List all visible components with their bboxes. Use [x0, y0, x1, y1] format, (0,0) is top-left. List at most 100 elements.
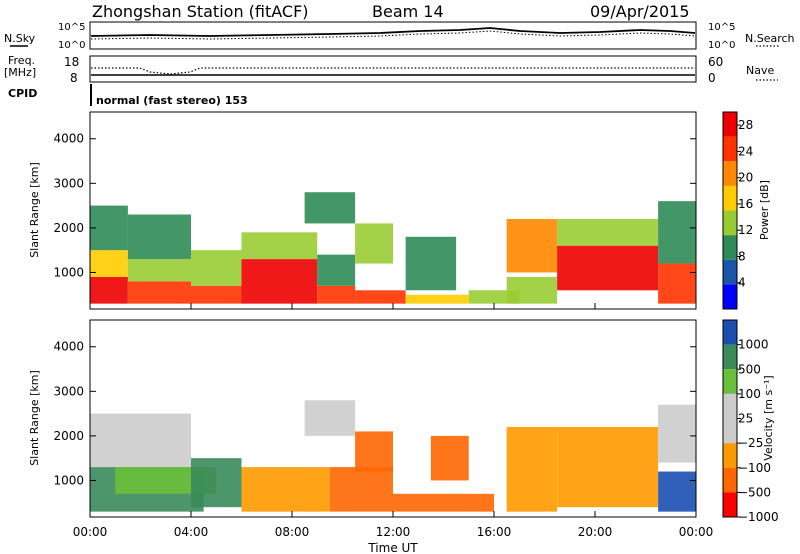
velocity-data-region-5 [329, 467, 393, 512]
power-data-region-21 [557, 218, 659, 246]
power-colorbar-frame [722, 111, 738, 310]
power-data-region-0 [90, 276, 128, 304]
velocity-colorbar-label: Velocity [m s⁻¹] [762, 375, 775, 460]
xtick-label-2: 08:00 [275, 525, 310, 539]
velocity-panel: 1000 2000 3000 4000 Slant Range [km] [28, 319, 697, 518]
freq-unit-label: [MHz] [4, 66, 36, 79]
power-ytick-label-0: 1000 [53, 265, 84, 279]
nsearch-trace [90, 30, 696, 40]
nave-trace [91, 67, 695, 75]
velocity-colorbar-segment-1 [723, 344, 737, 370]
x-axis-label: Time UT [367, 541, 418, 554]
power-colorbar-tick-label-0: 4 [738, 276, 746, 290]
velocity-data-region-13 [658, 404, 696, 463]
station-title: Zhongshan Station (fitACF) [92, 2, 309, 21]
power-data-region-11 [317, 254, 356, 286]
velocity-data-region-12 [658, 471, 696, 512]
velocity-colorbar-segment-0 [723, 320, 737, 345]
velocity-colorbar: 1000 500 100 25 −25 −100 −500 −1000 [722, 319, 779, 524]
noise-tick-left-low: 10^0 [58, 40, 85, 51]
velocity-ytick-label-3: 4000 [53, 340, 84, 354]
velocity-colorbar-tick-label-4: −25 [738, 436, 763, 450]
freq-label: Freq. [8, 54, 35, 67]
velocity-data-region-10 [506, 426, 558, 512]
xtick-label-3: 12:00 [376, 525, 411, 539]
power-colorbar-segment-2 [723, 235, 737, 260]
nave-tick-high: 60 [708, 55, 723, 69]
power-data-region-4 [127, 259, 191, 282]
velocity-y-axis: 1000 2000 3000 4000 [53, 340, 696, 487]
cpid-label: CPID [8, 87, 37, 100]
velocity-colorbar-tick-label-6: −500 [738, 485, 771, 499]
power-data-region-22 [658, 263, 696, 304]
nsky-trace [90, 27, 696, 37]
power-data-region-10 [317, 285, 356, 304]
noise-strip-frame [89, 21, 697, 50]
nave-tick-low: 0 [708, 71, 716, 85]
velocity-colorbar-tick-label-1: 500 [738, 362, 761, 376]
power-data-region-23 [658, 201, 696, 264]
power-panel: 1000 2000 3000 4000 Slant Range [km] [28, 111, 697, 310]
freq-tick-low: 8 [70, 71, 78, 85]
power-data-region-16 [405, 236, 457, 291]
velocity-plot-area [90, 400, 696, 512]
power-colorbar-segment-7 [723, 112, 737, 137]
velocity-colorbar-tick-label-3: 25 [738, 412, 753, 426]
velocity-colorbar-segment-5 [723, 443, 737, 468]
velocity-ytick-label-1: 2000 [53, 429, 84, 443]
beam-label: Beam 14 [372, 2, 444, 21]
power-colorbar-tick-label-1: 8 [738, 249, 746, 263]
power-y-axis: 1000 2000 3000 4000 [53, 132, 696, 279]
velocity-data-region-1 [90, 413, 191, 468]
velocity-colorbar-segment-2 [723, 369, 737, 394]
power-colorbar-segment-6 [723, 136, 737, 162]
power-data-region-1 [90, 250, 128, 277]
power-data-region-12 [304, 192, 356, 224]
power-colorbar-segment-5 [723, 161, 737, 186]
xtick-label-6: 00:00 [679, 525, 714, 539]
noise-tick-left-high: 10^5 [58, 22, 85, 33]
velocity-data-region-6 [304, 400, 356, 436]
xtick-label-4: 16:00 [477, 525, 512, 539]
velocity-colorbar-segment-4 [723, 418, 737, 444]
power-data-region-13 [355, 290, 406, 304]
power-ytick-label-1: 2000 [53, 221, 84, 235]
power-colorbar-segment-1 [723, 259, 737, 285]
velocity-data-region-11 [557, 426, 659, 508]
nsearch-label: N.Search [745, 32, 795, 45]
velocity-ytick-label-2: 3000 [53, 384, 84, 398]
power-ytick-label-3: 4000 [53, 132, 84, 146]
power-data-region-5 [127, 214, 191, 260]
power-data-region-18 [506, 218, 558, 273]
power-colorbar-tick-label-4: 20 [738, 171, 753, 185]
power-ytick-label-2: 3000 [53, 176, 84, 190]
velocity-colorbar-tick-label-5: −100 [738, 461, 771, 475]
velocity-data-region-8 [393, 493, 494, 512]
noise-tick-right-high: 10^5 [708, 22, 735, 33]
xtick-label-1: 04:00 [174, 525, 209, 539]
power-data-region-19 [506, 276, 558, 304]
freq-strip-frame [89, 55, 697, 83]
power-ylabel: Slant Range [km] [28, 162, 41, 258]
power-colorbar-tick-label-3: 16 [738, 197, 753, 211]
date-label: 09/Apr/2015 [590, 2, 690, 21]
power-colorbar-segment-0 [723, 284, 737, 309]
velocity-colorbar-tick-label-2: 100 [738, 387, 761, 401]
cpid-text: normal (fast stereo) 153 [96, 94, 248, 107]
power-data-region-15 [405, 294, 469, 304]
power-data-region-8 [241, 259, 318, 304]
power-colorbar-segment-4 [723, 185, 737, 211]
velocity-ylabel: Slant Range [km] [28, 370, 41, 466]
velocity-data-region-7 [355, 431, 393, 472]
power-colorbar-tick-label-6: 28 [738, 118, 753, 132]
power-data-region-9 [241, 232, 318, 260]
power-plot-area [90, 192, 696, 304]
xtick-label-0: 00:00 [73, 525, 108, 539]
velocity-colorbar-segment-7 [723, 492, 737, 517]
velocity-colorbar-segment-6 [723, 467, 737, 493]
nave-label: Nave [746, 64, 774, 77]
power-data-region-3 [127, 281, 191, 304]
xtick-label-5: 20:00 [578, 525, 613, 539]
time-x-axis: 00:00 04:00 08:00 12:00 16:00 20:00 00:00 [73, 303, 714, 539]
